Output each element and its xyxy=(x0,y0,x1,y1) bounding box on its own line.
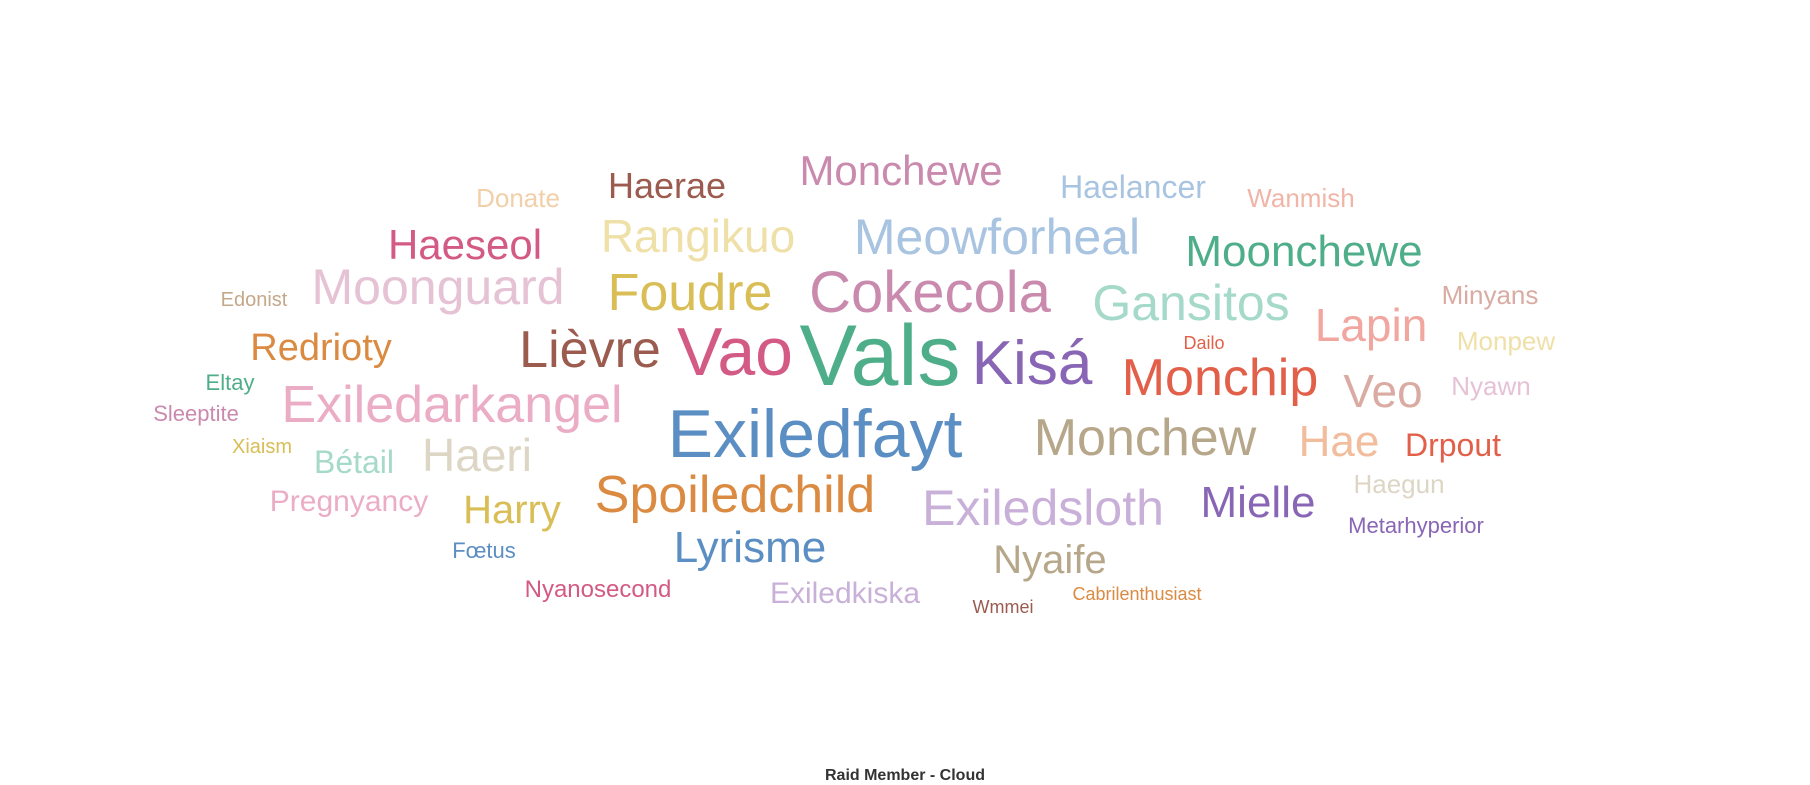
cloud-word: Monchew xyxy=(1034,409,1257,467)
cloud-word: Dailo xyxy=(1183,333,1224,353)
cloud-word: Gansitos xyxy=(1092,275,1289,331)
cloud-word: Nyanosecond xyxy=(525,576,672,603)
cloud-word: Vals xyxy=(800,308,961,404)
cloud-word: Rangikuo xyxy=(601,210,795,262)
cloud-word: Nyaife xyxy=(993,538,1106,582)
cloud-word: Edonist xyxy=(221,289,288,311)
cloud-word: Lyrisme xyxy=(674,523,826,572)
cloud-word: Haerae xyxy=(608,165,726,206)
cloud-word: Moonchewe xyxy=(1185,227,1422,276)
cloud-word: Nyawn xyxy=(1451,371,1530,401)
cloud-word: Eltay xyxy=(206,370,255,395)
cloud-word: Exiledfayt xyxy=(668,396,963,472)
cloud-word: Minyans xyxy=(1442,280,1539,310)
cloud-word: Xiaism xyxy=(232,436,292,458)
cloud-word: Donate xyxy=(476,183,560,213)
cloud-word: Haegun xyxy=(1353,469,1444,499)
cloud-word: Meowforheal xyxy=(854,209,1140,265)
cloud-word: Kisá xyxy=(972,329,1093,398)
cloud-word: Wanmish xyxy=(1247,183,1354,213)
cloud-word: Lapin xyxy=(1315,299,1428,351)
cloud-word: Bétail xyxy=(314,444,394,480)
cloud-word: Moonguard xyxy=(312,259,565,315)
cloud-word: Drpout xyxy=(1405,427,1501,463)
cloud-word: Haelancer xyxy=(1060,169,1206,205)
cloud-word: Mielle xyxy=(1201,478,1316,527)
cloud-word: Monchip xyxy=(1122,349,1319,407)
cloud-word: Spoiledchild xyxy=(595,466,875,524)
cloud-word: Exiledkiska xyxy=(770,577,920,610)
cloud-word: Veo xyxy=(1343,365,1422,417)
cloud-word: Lièvre xyxy=(519,321,661,379)
cloud-word: Harry xyxy=(463,488,561,532)
cloud-word: Cabrilenthusiast xyxy=(1072,584,1201,604)
cloud-word: Monchewe xyxy=(799,147,1002,194)
cloud-word: Redrioty xyxy=(250,327,392,369)
cloud-word: Fœtus xyxy=(452,538,516,563)
cloud-word: Exiledarkangel xyxy=(281,376,622,434)
cloud-word: Pregnyancy xyxy=(270,485,428,518)
cloud-word: Metarhyperior xyxy=(1348,513,1484,538)
cloud-word: Vao xyxy=(677,314,793,390)
cloud-word: Haeseol xyxy=(388,221,542,268)
cloud-word: Monpew xyxy=(1457,326,1555,356)
cloud-word: Hae xyxy=(1299,417,1380,466)
cloud-word: Wmmei xyxy=(973,597,1034,617)
cloud-word: Cokecola xyxy=(809,260,1052,325)
cloud-word: Exiledsloth xyxy=(922,480,1164,536)
cloud-word: Haeri xyxy=(422,429,532,481)
chart-title: Raid Member - Cloud xyxy=(824,767,985,784)
cloud-word: Foudre xyxy=(608,264,773,322)
cloud-word: Sleeptite xyxy=(153,401,239,426)
